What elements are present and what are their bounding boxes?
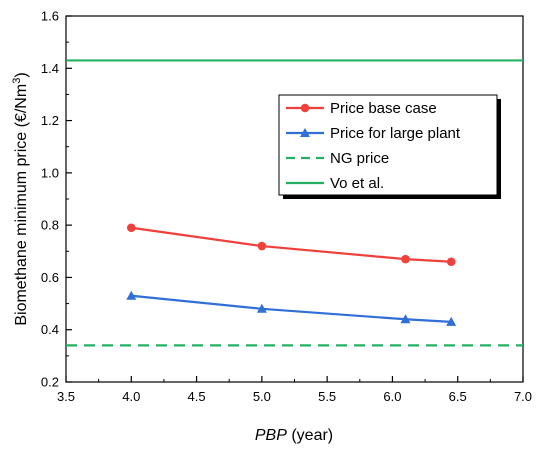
- legend-box: [278, 94, 498, 196]
- series-0-point-1: [257, 241, 267, 251]
- y-tick-label-0: 0.2: [41, 375, 59, 390]
- legend-marker-0: [300, 103, 310, 113]
- series-0-point-2: [401, 254, 410, 264]
- legend-label-1: Price for large plant: [330, 125, 461, 142]
- y-tick-label-2: 0.6: [41, 270, 59, 285]
- y-tick-label-3: 0.8: [41, 218, 59, 233]
- y-axis: 0.2 0.4 0.6 0.8 1.0 1.2 1.4 1.6: [41, 9, 72, 390]
- legend: Price base case Price for large plant NG p…: [278, 94, 501, 199]
- x-tick-label-2: 4.5: [188, 389, 206, 404]
- x-axis-label: PBP (year): [255, 427, 333, 444]
- x-tick-label-7: 7.0: [514, 389, 532, 404]
- series-1-point-2: [400, 314, 411, 324]
- legend-marker-1: [300, 128, 310, 137]
- series-line-0: [131, 226, 452, 263]
- series-1-point-1: [256, 303, 267, 313]
- series-0-point-0: [126, 223, 136, 233]
- y-tick-label-1: 0.4: [41, 322, 59, 337]
- x-axis: 3.5 4.0 4.5 5.0 5.5 6.0 6.5 7.0: [57, 376, 532, 404]
- legend-label-2: NG price: [330, 150, 389, 167]
- y-tick-label-7: 1.6: [41, 9, 59, 24]
- series-1-point-3: [446, 316, 457, 326]
- x-tick-label-6: 6.5: [449, 389, 467, 404]
- series-1-point-0: [126, 290, 137, 300]
- data-layer: [66, 59, 523, 347]
- x-tick-label-1: 4.0: [122, 389, 140, 404]
- y-axis-label-superscript: 3: [11, 78, 23, 84]
- y-tick-label-5: 1.2: [41, 113, 59, 128]
- x-tick-label-0: 3.5: [57, 389, 75, 404]
- x-tick-label-4: 5.5: [318, 389, 336, 404]
- series-0-point-3: [446, 257, 456, 267]
- x-tick-label-5: 6.0: [383, 389, 401, 404]
- y-tick-label-4: 1.0: [41, 165, 59, 180]
- series-line-1: [131, 294, 452, 323]
- legend-label-0: Price base case: [330, 100, 437, 117]
- y-tick-label-6: 1.4: [41, 61, 59, 76]
- legend-label-3: Vo et al.: [330, 175, 384, 192]
- y-axis-label: Biomethane minimum price (€/Nm3): [11, 72, 30, 325]
- x-tick-label-3: 5.0: [253, 389, 271, 404]
